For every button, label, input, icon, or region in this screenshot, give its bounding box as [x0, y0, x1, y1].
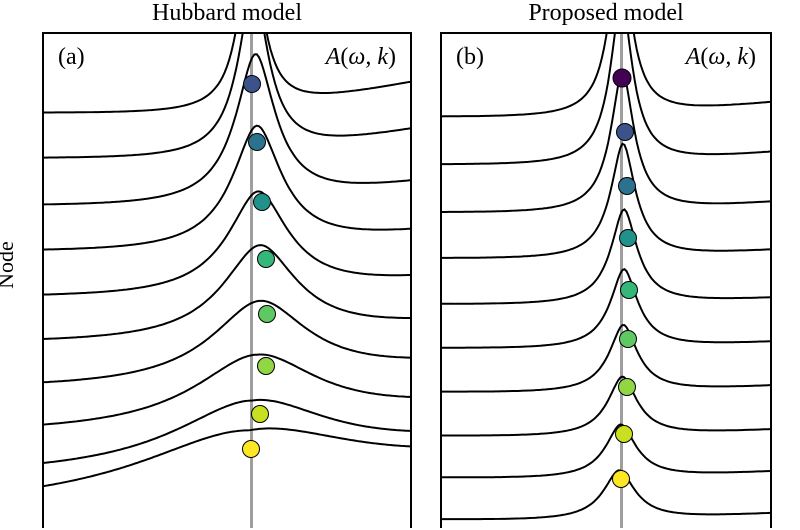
peak-marker [251, 405, 269, 423]
peak-marker [615, 425, 633, 443]
panel-b-fn-label: A(ω, k) [686, 44, 756, 71]
peak-marker [258, 305, 276, 323]
panel-b-title: Proposed model [440, 0, 772, 27]
panel-a-title: Hubbard model [42, 0, 412, 27]
y-axis-label: Node [0, 241, 19, 289]
panel-a-fn-label: A(ω, k) [326, 44, 396, 71]
panel-b: (b) A(ω, k) [440, 32, 772, 528]
peak-marker [620, 281, 638, 299]
panel-a-sublabel: (a) [58, 44, 85, 71]
peak-marker [619, 330, 637, 348]
peak-marker [619, 229, 637, 247]
peak-marker [616, 123, 634, 141]
panel-a: (a) A(ω, k) [42, 32, 412, 528]
peak-marker [613, 69, 632, 88]
peak-marker [243, 75, 261, 93]
panel-a-markers [44, 34, 410, 528]
peak-marker [242, 440, 260, 458]
peak-marker [612, 470, 630, 488]
peak-marker [618, 177, 636, 195]
peak-marker [257, 250, 275, 268]
peak-marker [253, 193, 271, 211]
peak-marker [257, 357, 275, 375]
panel-b-sublabel: (b) [456, 44, 484, 71]
panel-b-markers [442, 34, 770, 528]
peak-marker [618, 378, 636, 396]
peak-marker [248, 133, 266, 151]
